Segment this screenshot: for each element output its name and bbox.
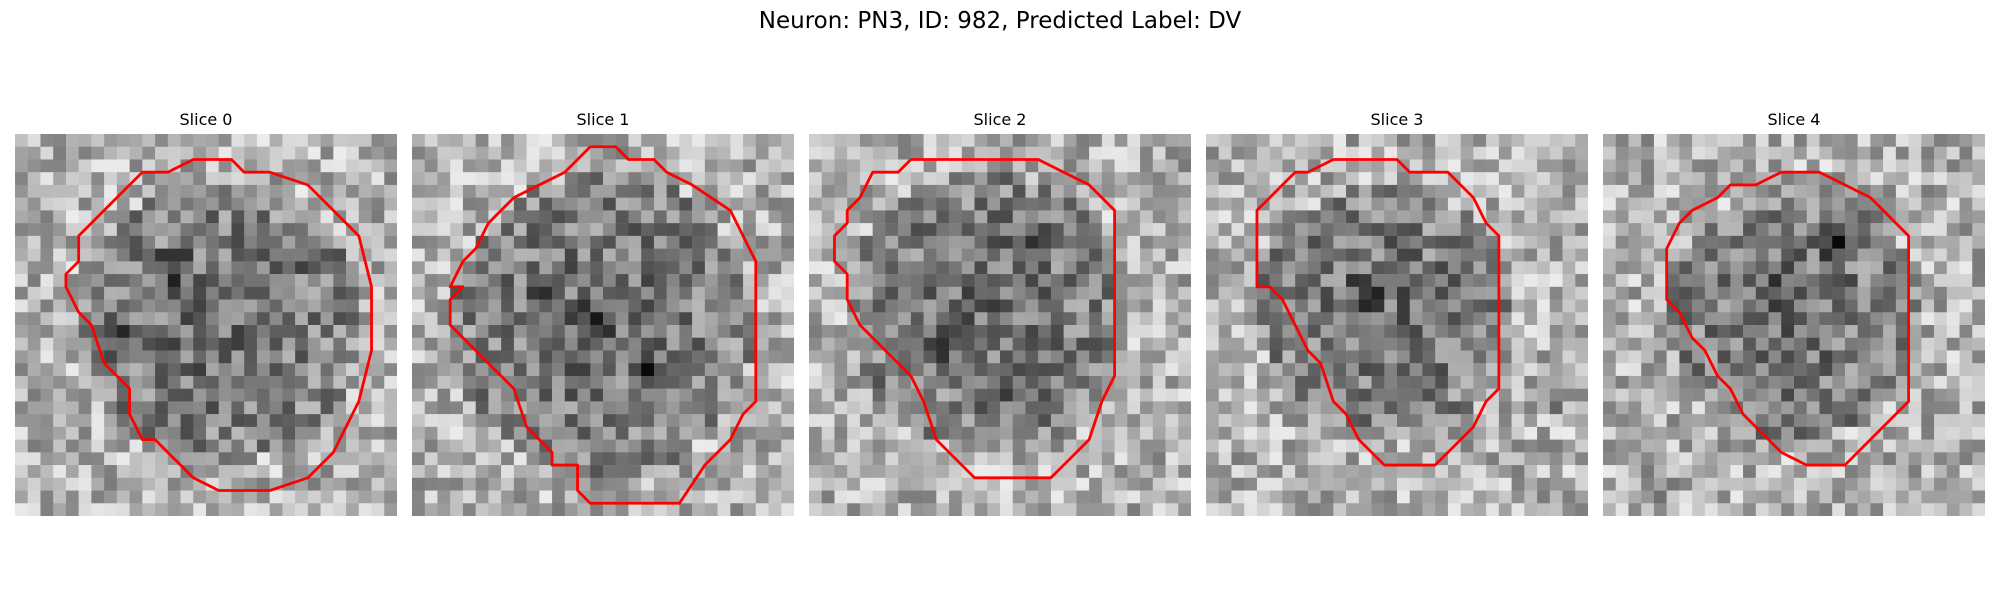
slice-panel-2: Slice 2 [809,0,1191,600]
slice-title: Slice 2 [973,110,1027,129]
roi-contour [833,158,1117,480]
grayscale-pixels [15,134,397,516]
slice-image [1603,134,1985,516]
roi-contour [1255,158,1501,467]
slice-title: Slice 1 [576,110,630,129]
slice-image [1206,134,1588,516]
slice-panel-1: Slice 1 [412,0,794,600]
slice-image [809,134,1191,516]
slice-panel-4: Slice 4 [1603,0,1985,600]
slice-title: Slice 4 [1767,110,1821,129]
slice-panel-0: Slice 0 [15,0,397,600]
roi-contour [64,158,373,492]
slice-panel-3: Slice 3 [1206,0,1588,600]
roi-contour [448,145,758,505]
grayscale-pixels [809,134,1191,516]
grayscale-pixels [412,134,794,516]
slice-image [412,134,794,516]
slice-title: Slice 0 [179,110,233,129]
grayscale-pixels [1206,134,1588,516]
figure-title: Neuron: PN3, ID: 982, Predicted Label: D… [758,8,1242,34]
slice-title: Slice 3 [1370,110,1424,129]
grayscale-pixels [1603,134,1985,516]
slice-image [15,134,397,516]
roi-contour [1665,170,1911,467]
